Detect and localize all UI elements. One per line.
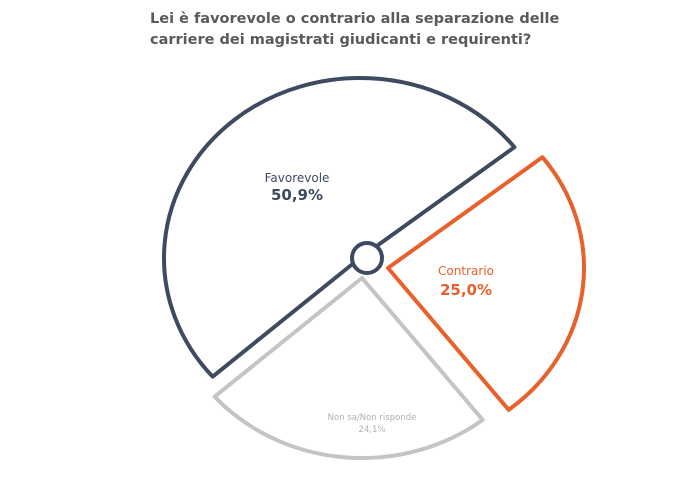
slice-value-non-sa: 24,1% <box>358 425 385 435</box>
slice-value-favorevole: 50,9% <box>271 186 323 204</box>
slice-label-contrario: Contrario <box>438 264 494 278</box>
pie-slice-contrario <box>386 155 586 412</box>
slice-label-favorevole: Favorevole <box>265 171 330 185</box>
slice-label-non-sa: Non sa/Non risponde <box>328 413 417 423</box>
pie-slice-non-sa <box>212 276 485 460</box>
slice-value-contrario: 25,0% <box>440 281 492 299</box>
chart-title: Lei è favorevole o contrario alla separa… <box>150 11 560 48</box>
pie-slice-favorevole <box>162 76 517 379</box>
pie-center-hub <box>350 241 384 275</box>
